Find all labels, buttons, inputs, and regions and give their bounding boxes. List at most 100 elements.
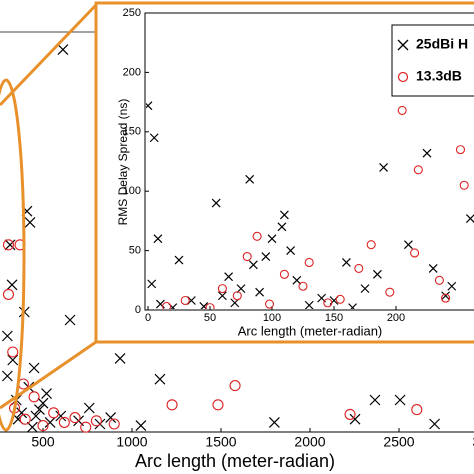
point [236,284,246,294]
point [16,407,28,419]
point [180,295,190,306]
point [455,145,466,155]
x-tick-label: 150 [325,312,343,324]
point [224,272,234,282]
zoom-connector [0,340,97,410]
point [4,239,16,251]
point [41,388,52,400]
point [397,105,407,115]
point [232,291,242,301]
point [411,404,423,416]
x-tick-label: 0 [145,312,151,324]
x-tick-label: 2500 [383,434,414,450]
point [341,258,351,267]
x-tick-label: 100 [263,312,281,324]
point [248,260,258,270]
point [252,231,262,241]
point [24,216,36,228]
point [447,281,457,291]
point [385,287,395,297]
point [19,413,31,425]
point [146,101,153,111]
point [360,284,370,294]
point [166,399,178,411]
y-tick-label: 250 [123,7,141,19]
point [114,352,126,364]
legend-marker [397,39,409,51]
point [403,240,413,250]
x-tick-label: 3000 [472,434,474,450]
point [304,257,314,268]
point [277,222,287,232]
point [37,420,49,432]
y-tick-label: 200 [123,66,141,78]
point [2,239,15,251]
zoom-ellipse [0,78,26,432]
point [105,412,117,424]
point [229,380,241,392]
point [441,293,451,303]
point [465,214,474,223]
point [323,298,333,308]
x-axis-label: Arc length (meter-radian) [238,323,383,338]
point [199,302,209,309]
point [37,397,49,409]
point [26,421,38,433]
point [217,284,227,294]
point [6,279,18,291]
x-tick-label: 1500 [205,434,236,450]
point [154,373,166,385]
point [348,303,358,309]
point [1,370,13,382]
point [212,399,224,411]
y-tick-label: 50 [129,245,141,257]
point [7,354,19,366]
point [372,269,382,279]
legend-marker [397,71,409,83]
point [64,314,76,326]
point [268,416,280,428]
legend-label: 25dBi H [416,36,468,52]
point [434,275,444,285]
point [354,263,364,273]
point [242,251,252,262]
y-tick-label: 0 [135,304,141,316]
x-axis-label: Arc length (meter-radian) [135,451,335,471]
x-tick-label: 200 [387,312,405,324]
point [7,346,19,358]
point [422,148,432,158]
point [279,269,289,279]
point [211,198,221,208]
x-tick-label: 1000 [116,434,147,450]
x-tick-label: 50 [204,312,216,324]
point [261,252,271,261]
point [174,255,184,265]
point [149,133,159,143]
point [34,404,45,416]
point [349,413,361,425]
point [30,410,42,422]
point [428,263,438,273]
point [90,415,102,427]
point [217,291,227,301]
point [441,291,451,301]
point [267,234,277,244]
point [369,394,381,406]
point [366,240,376,250]
x-tick-label: 2000 [294,434,325,450]
point [459,180,469,190]
point [344,408,356,420]
y-axis-label: RMS Delay Spread (ns) [116,99,130,226]
point [58,416,70,428]
point [245,174,255,184]
point [286,246,296,256]
y-tick-label: 100 [123,185,141,197]
point [429,418,441,430]
legend-box [391,24,474,97]
point [162,301,172,309]
point [379,163,389,172]
point [69,412,81,424]
point [147,279,157,289]
